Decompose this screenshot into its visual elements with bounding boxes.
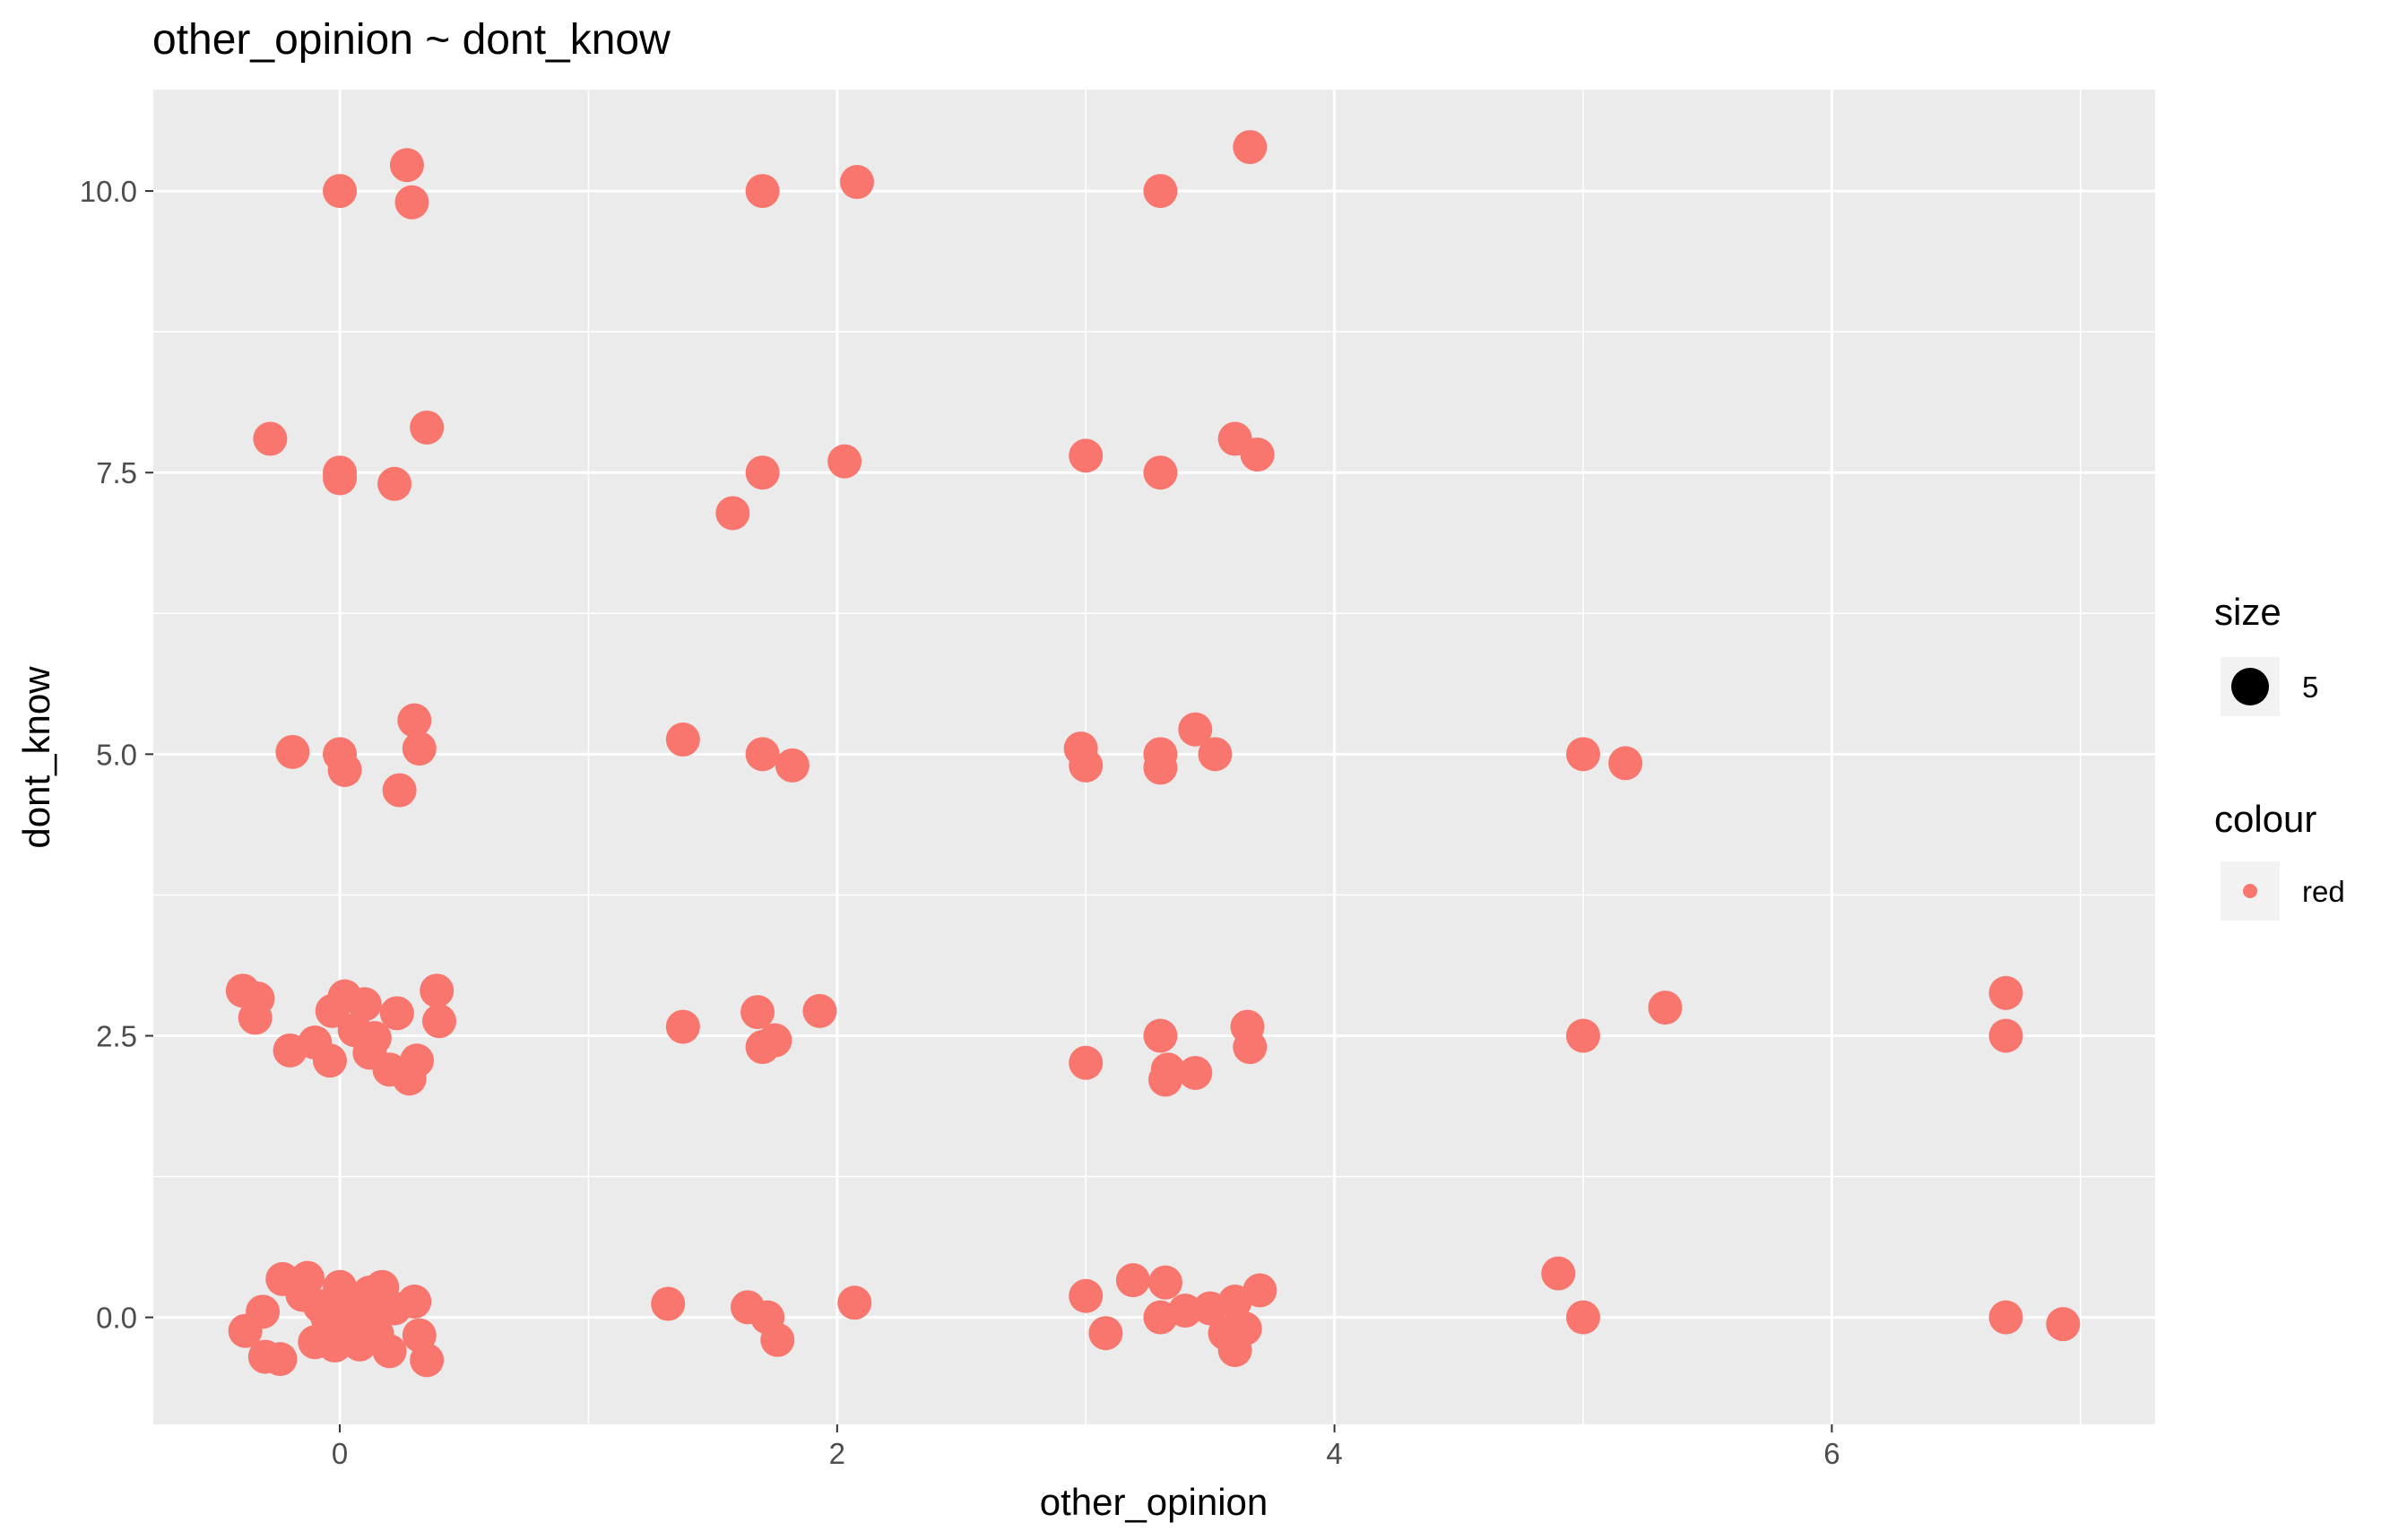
data-point bbox=[1069, 1045, 1104, 1080]
data-point bbox=[1178, 712, 1213, 747]
data-point bbox=[745, 174, 780, 209]
data-point bbox=[1988, 1018, 2023, 1053]
legend-colour-key-dot bbox=[2243, 884, 2257, 898]
legend-size-label: 5 bbox=[2302, 671, 2318, 704]
data-point bbox=[1566, 1300, 1600, 1335]
data-point bbox=[1088, 1316, 1123, 1351]
data-point bbox=[1566, 1018, 1600, 1053]
legend-colour-label: red bbox=[2302, 875, 2345, 908]
chart-title: other_opinion ~ dont_know bbox=[152, 16, 671, 64]
data-point bbox=[1143, 1018, 1178, 1053]
data-point bbox=[651, 1286, 686, 1321]
data-point bbox=[1541, 1256, 1576, 1291]
data-point bbox=[394, 185, 429, 220]
data-point bbox=[410, 1343, 445, 1378]
data-point bbox=[1648, 991, 1683, 1025]
data-point bbox=[238, 1000, 273, 1035]
data-point bbox=[400, 1043, 435, 1078]
y-axis-title: dont_know bbox=[15, 666, 57, 849]
data-point bbox=[758, 1023, 792, 1058]
data-point bbox=[1143, 174, 1178, 209]
data-point bbox=[323, 174, 358, 209]
data-point bbox=[352, 1035, 387, 1070]
data-point bbox=[397, 1285, 432, 1319]
x-axis-title: other_opinion bbox=[1040, 1481, 1268, 1523]
y-tick-label: 0.0 bbox=[96, 1302, 137, 1335]
data-point bbox=[382, 773, 417, 808]
data-point bbox=[410, 410, 445, 445]
data-point bbox=[1608, 746, 1643, 781]
data-point bbox=[327, 752, 362, 787]
data-point bbox=[1988, 1300, 2023, 1335]
data-point bbox=[1069, 748, 1104, 783]
y-tick-label: 7.5 bbox=[96, 456, 137, 489]
data-point bbox=[422, 1004, 456, 1039]
x-tick-label: 0 bbox=[332, 1437, 348, 1470]
data-point bbox=[1147, 1062, 1182, 1097]
data-point bbox=[334, 1311, 369, 1346]
data-point bbox=[665, 1009, 700, 1044]
data-points bbox=[225, 130, 2081, 1378]
data-point bbox=[1069, 1278, 1104, 1313]
y-tick-label: 2.5 bbox=[96, 1019, 137, 1052]
data-point bbox=[1069, 438, 1104, 473]
data-point bbox=[837, 1285, 872, 1320]
data-point bbox=[275, 734, 310, 769]
data-point bbox=[1178, 1055, 1213, 1090]
data-point bbox=[745, 455, 780, 490]
data-point bbox=[379, 996, 414, 1031]
data-point bbox=[389, 148, 424, 183]
data-point bbox=[347, 987, 382, 1022]
data-point bbox=[1566, 737, 1600, 772]
legend-colour-title: colour bbox=[2214, 798, 2316, 840]
legend: size 5 colour red bbox=[2214, 591, 2345, 921]
data-point bbox=[1147, 1265, 1182, 1300]
data-point bbox=[1227, 1311, 1262, 1346]
y-axis-ticks: 0.0 2.5 5.0 7.5 10.0 bbox=[80, 175, 153, 1335]
data-point bbox=[760, 1322, 795, 1357]
data-point bbox=[1233, 1030, 1268, 1065]
data-point bbox=[263, 1342, 298, 1377]
legend-size-title: size bbox=[2214, 591, 2281, 633]
data-point bbox=[420, 973, 455, 1008]
data-point bbox=[402, 731, 437, 766]
y-tick-label: 5.0 bbox=[96, 738, 137, 771]
data-point bbox=[253, 421, 288, 456]
data-point bbox=[1168, 1293, 1203, 1328]
data-point bbox=[290, 1260, 325, 1295]
data-point bbox=[745, 737, 780, 772]
data-point bbox=[246, 1294, 281, 1329]
x-axis-ticks: 0 2 4 6 bbox=[332, 1424, 1840, 1470]
data-point bbox=[802, 993, 837, 1028]
data-point bbox=[323, 461, 358, 496]
data-point bbox=[1198, 737, 1233, 772]
data-point bbox=[840, 165, 875, 200]
x-tick-label: 6 bbox=[1823, 1437, 1840, 1470]
x-tick-label: 2 bbox=[829, 1437, 845, 1470]
data-point bbox=[1143, 750, 1178, 785]
data-point bbox=[1240, 437, 1275, 472]
data-point bbox=[302, 1289, 337, 1324]
data-point bbox=[372, 1334, 407, 1369]
data-point bbox=[827, 444, 862, 479]
x-tick-label: 4 bbox=[1326, 1437, 1342, 1470]
data-point bbox=[397, 703, 432, 738]
data-point bbox=[1143, 455, 1178, 490]
y-tick-label: 10.0 bbox=[80, 175, 137, 208]
data-point bbox=[1233, 130, 1268, 165]
data-point bbox=[740, 995, 775, 1030]
data-point bbox=[2046, 1307, 2081, 1342]
data-point bbox=[715, 496, 750, 531]
legend-size-key-dot bbox=[2231, 668, 2269, 705]
data-point bbox=[1988, 975, 2023, 1010]
data-point bbox=[1115, 1263, 1150, 1298]
data-point bbox=[1242, 1273, 1277, 1308]
data-point bbox=[665, 722, 700, 757]
data-point bbox=[377, 466, 412, 501]
data-point bbox=[775, 748, 810, 783]
data-point bbox=[312, 1043, 347, 1078]
